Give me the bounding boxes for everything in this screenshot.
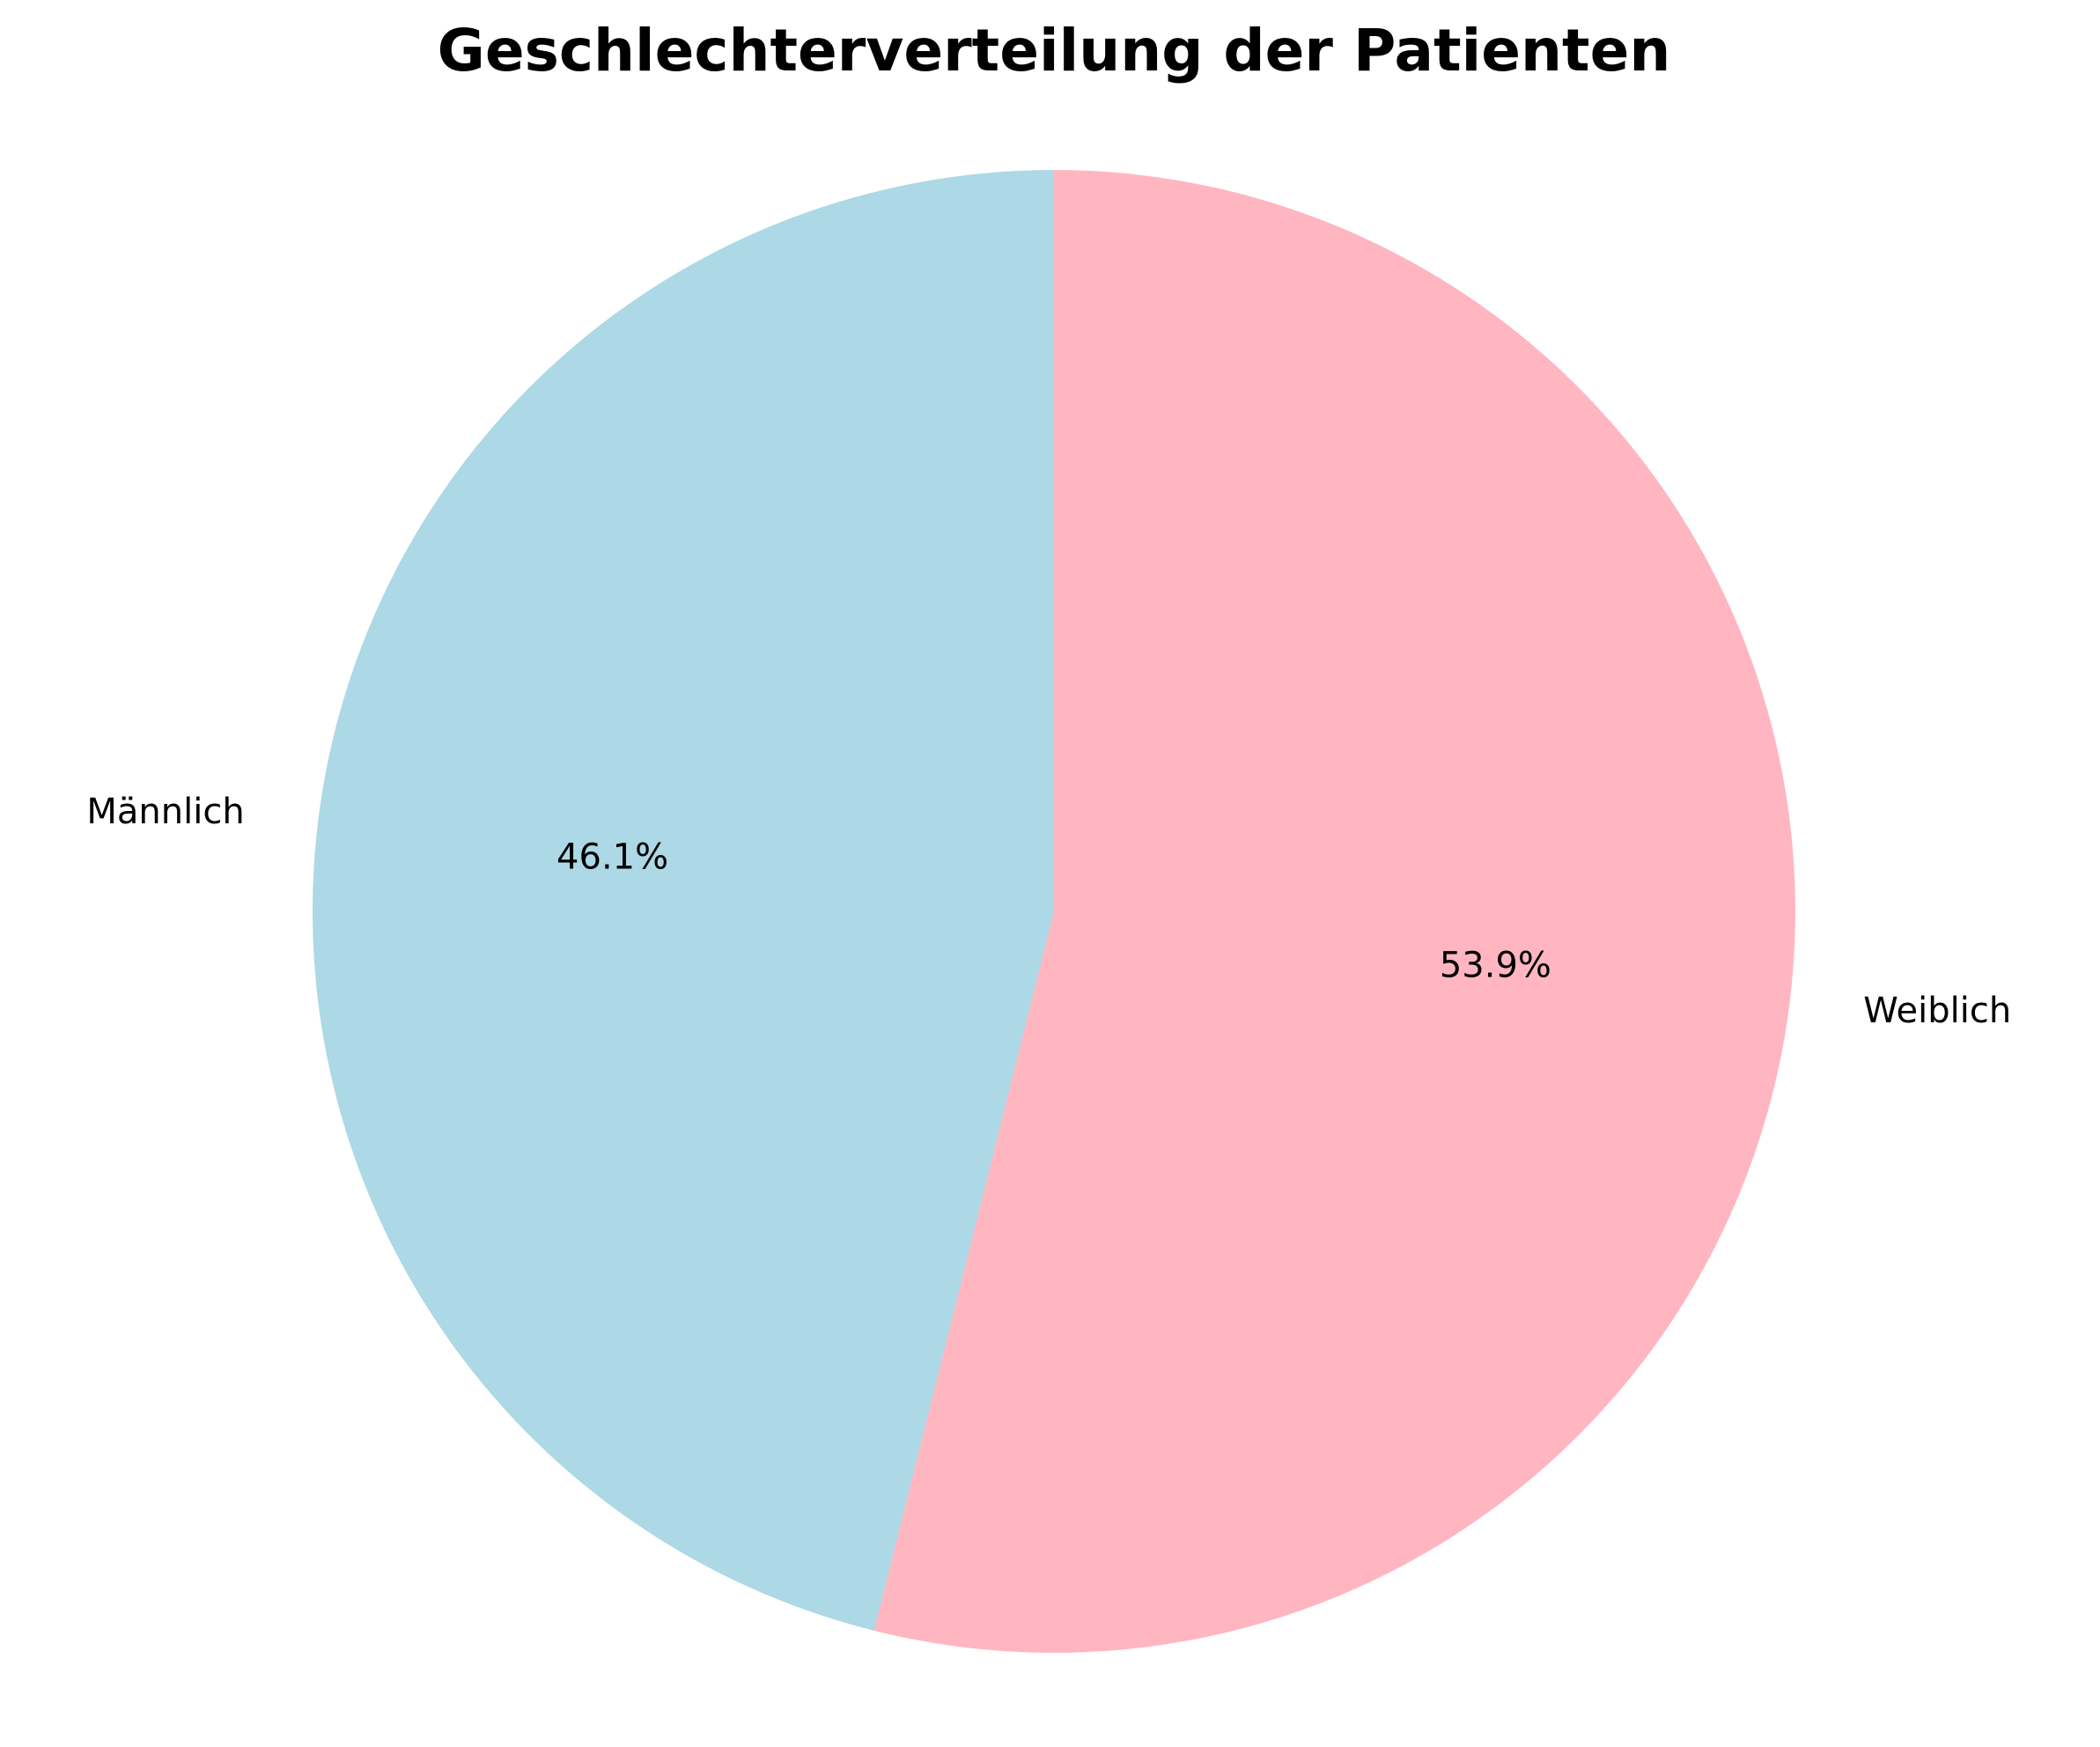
pie-slice-0: [312, 169, 1054, 1631]
pie-labels: Männlich 46.1% Weiblich 53.9%: [86, 792, 2011, 1031]
slice-label-1: Weiblich: [1863, 991, 2011, 1031]
chart-title: Geschlechterverteilung der Patienten: [438, 17, 1671, 85]
pie-slice-1: [873, 170, 1795, 1653]
slice-percentage-0: 46.1%: [556, 837, 668, 877]
slice-percentage-1: 53.9%: [1440, 946, 1551, 986]
slice-label-0: Männlich: [86, 792, 244, 832]
pie-slices: [312, 169, 1795, 1653]
